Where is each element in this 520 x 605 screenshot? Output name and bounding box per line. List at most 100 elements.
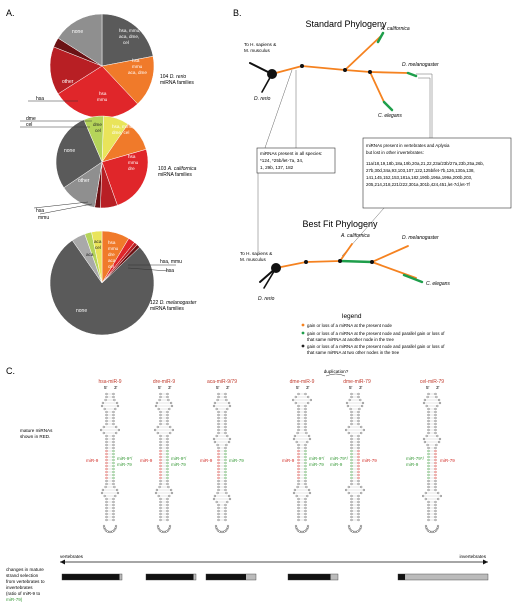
nucleotide — [159, 464, 162, 468]
nucleotide — [360, 404, 364, 408]
nucleotide — [427, 470, 430, 474]
nucleotide — [112, 434, 115, 438]
nucleotide — [159, 422, 162, 426]
nucleotide — [159, 452, 162, 456]
species-label-aca: A. californica — [340, 233, 370, 239]
pie-slice — [83, 115, 104, 163]
nucleotide — [350, 500, 353, 504]
nucleotide — [112, 395, 115, 399]
nucleotide — [105, 434, 108, 438]
nucleotide — [434, 458, 437, 462]
hairpin-title: dme-miR-9 — [290, 379, 315, 385]
strand-bar-frame — [61, 573, 123, 581]
nucleotide — [357, 497, 360, 501]
nucleotide — [166, 467, 169, 471]
nucleotide — [297, 506, 300, 510]
mature-red-label: miR-9 — [140, 458, 153, 463]
nucleotide — [304, 425, 307, 429]
nucleotide — [114, 494, 117, 498]
nucleotide — [100, 491, 104, 495]
nucleotide — [169, 425, 172, 429]
nucleotide — [104, 485, 107, 489]
nucleotide — [439, 494, 443, 498]
bestfit-tree — [259, 243, 424, 289]
nucleotide — [434, 482, 437, 486]
nucleotide — [427, 488, 430, 492]
nucleotide — [115, 425, 118, 429]
nucleotide — [167, 398, 170, 402]
legend-swatch-black — [301, 344, 305, 348]
pie-caption: 122 D. melanogaster — [150, 300, 197, 306]
nucleotide — [434, 416, 437, 420]
nucleotide — [105, 479, 108, 483]
nucleotide — [102, 431, 105, 435]
nucleotide — [169, 431, 172, 435]
pie-caption-sub: miRNA families — [160, 80, 194, 86]
nucleotide — [350, 497, 353, 501]
pie-caption: 103 A. californica — [158, 166, 197, 172]
nucleotide — [166, 461, 169, 465]
to-human-label: To H. sapiens & M. musculus — [244, 42, 276, 53]
nucleotide — [427, 428, 430, 432]
nucleotide — [105, 458, 108, 462]
nucleotide — [357, 482, 360, 486]
nucleotide — [217, 506, 220, 510]
nucleotide — [159, 476, 162, 480]
nucleotide — [347, 485, 350, 489]
nucleotide — [304, 392, 307, 396]
nucleotide — [217, 455, 220, 459]
nucleotide — [359, 398, 362, 402]
nucleotide — [297, 467, 300, 471]
nucleotide — [297, 425, 300, 429]
nucleotide — [346, 404, 350, 408]
box-all-species: miRNAs present in all species: *124, *25… — [256, 147, 336, 174]
outside-label: hsa — [36, 208, 44, 214]
nucleotide — [297, 455, 300, 459]
nucleotide — [112, 419, 115, 423]
nucleotide — [297, 422, 300, 426]
nucleotide — [425, 434, 428, 438]
nucleotide — [434, 449, 437, 453]
nucleotide — [112, 461, 115, 465]
strand-bars — [61, 573, 489, 581]
nucleotide — [166, 470, 169, 474]
nucleotide — [105, 413, 108, 417]
nucleotide — [154, 491, 158, 495]
nucleotide — [358, 407, 361, 411]
nucleotide — [166, 416, 169, 420]
nucleotide — [427, 479, 430, 483]
nucleotide — [217, 488, 220, 492]
nucleotide — [296, 485, 299, 489]
nucleotide — [434, 464, 437, 468]
strand-bar-frame — [145, 573, 197, 581]
nucleotide — [112, 529, 116, 532]
nucleotide — [350, 443, 353, 447]
nucleotide — [357, 509, 360, 513]
nucleotide — [169, 488, 173, 492]
nucleotide — [224, 446, 227, 450]
nucleotide — [297, 404, 300, 408]
slice-label: hsa mmu aca, dme — [128, 58, 147, 75]
nucleotide — [217, 485, 220, 489]
pie-chart-dme: hsa mmu dre aca cel aca aca cel none hsa, mmu… — [49, 230, 197, 336]
pie-slices — [49, 13, 155, 119]
nucleotide — [105, 497, 108, 501]
strand-change-note: changes in mature strand selection from … — [6, 567, 46, 602]
strand-bar-frame — [205, 573, 257, 581]
nucleotide — [112, 479, 115, 483]
nucleotide — [427, 458, 430, 462]
nucleotide — [105, 506, 108, 510]
to-human-label: To H. sapiens & M. musculus — [240, 251, 272, 262]
pie-slices — [49, 230, 155, 336]
nucleotide — [427, 425, 430, 429]
slice-label: other — [78, 178, 90, 184]
nucleotide — [348, 398, 351, 402]
nucleotide — [112, 512, 115, 516]
nucleotide — [436, 434, 439, 438]
nucleotide — [166, 434, 169, 438]
nucleotide — [357, 503, 360, 507]
box-vert-line: miRNAs present in vertebrates and Aplysi… — [366, 143, 450, 148]
nucleotide — [427, 515, 430, 519]
nucleotide — [427, 413, 430, 417]
